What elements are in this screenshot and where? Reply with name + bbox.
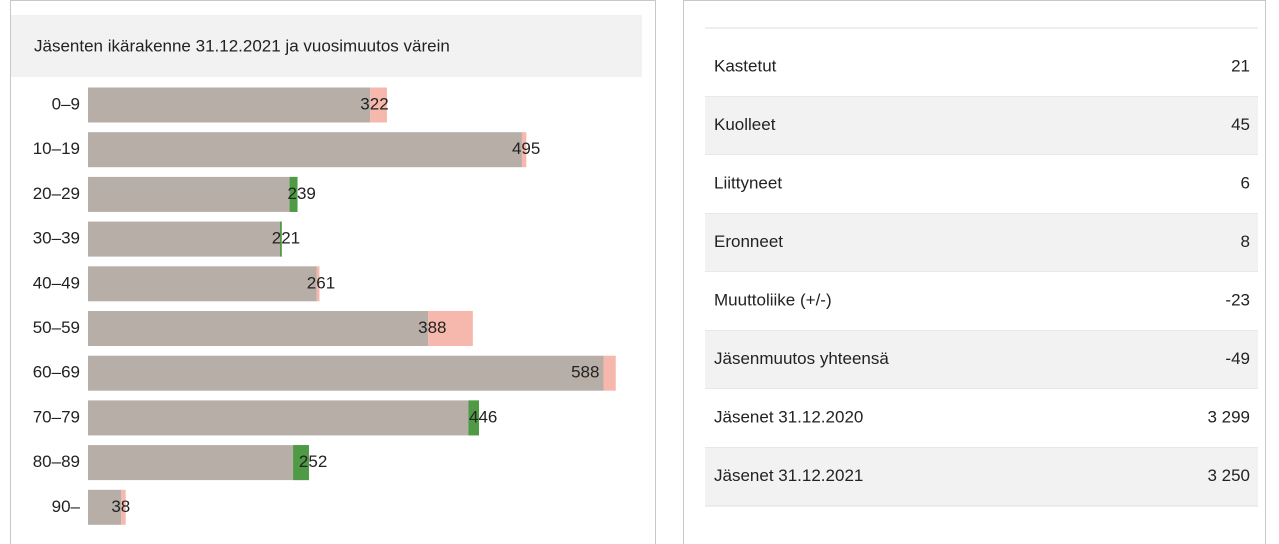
change-bar [121, 489, 126, 525]
change-bar [370, 87, 387, 123]
y-tick-label: 70–79 [33, 407, 80, 426]
row-label: Eronneet [714, 232, 783, 251]
change-bar [293, 445, 309, 481]
row-value: 6 [1241, 174, 1250, 193]
change-bar [279, 221, 282, 257]
change-bar [603, 355, 616, 391]
row-value: -49 [1225, 349, 1250, 368]
row-value: -23 [1225, 291, 1250, 310]
bar [88, 311, 429, 346]
row-label: Kastetut [714, 57, 777, 76]
row-value: 3 250 [1207, 466, 1250, 485]
bar [88, 489, 122, 525]
bar [88, 87, 371, 123]
bar [88, 176, 298, 212]
row-label: Muuttoliike (+/-) [714, 291, 832, 310]
chart-title: Jäsenten ikärakenne 31.12.2021 ja vuosim… [34, 36, 450, 55]
value-label: 388 [418, 318, 446, 337]
row-value: 45 [1231, 115, 1250, 134]
change-bar [428, 311, 473, 346]
value-label: 588 [571, 363, 599, 382]
change-bar [289, 176, 298, 212]
row-value: 3 299 [1207, 408, 1250, 427]
table-row [705, 389, 1258, 448]
y-tick-label: 90– [52, 497, 81, 516]
bar [88, 400, 479, 436]
change-bar [468, 400, 479, 436]
y-tick-label: 60–69 [33, 363, 80, 382]
table-row [705, 155, 1258, 214]
y-tick-label: 50–59 [33, 318, 80, 337]
y-tick-label: 80–89 [33, 452, 80, 471]
bar [88, 355, 604, 391]
y-tick-label: 20–29 [33, 184, 80, 203]
value-label: 495 [512, 139, 540, 158]
y-tick-label: 40–49 [33, 273, 80, 292]
value-label: 252 [299, 452, 327, 471]
table-row [705, 272, 1258, 331]
row-label: Kuolleet [714, 115, 776, 134]
value-label: 38 [111, 497, 130, 516]
bar [88, 445, 309, 481]
row-label: Liittyneet [714, 174, 782, 193]
y-tick-label: 0–9 [52, 94, 80, 113]
value-label: 221 [272, 229, 300, 248]
title-band [11, 15, 642, 77]
row-value: 21 [1231, 57, 1250, 76]
table-panel [683, 0, 1266, 544]
table-row [705, 447, 1258, 506]
row-label: Jäsenet 31.12.2021 [714, 466, 863, 485]
chart-panel [10, 0, 656, 544]
y-tick-label: 30–39 [33, 229, 80, 248]
bar [88, 266, 317, 302]
value-label: 261 [307, 273, 335, 292]
table-row [705, 330, 1258, 389]
table-row [705, 96, 1258, 155]
change-bar [316, 266, 320, 302]
table-row [705, 213, 1258, 272]
row-label: Jäsenmuutos yhteensä [714, 349, 889, 368]
value-label: 239 [288, 184, 316, 203]
row-label: Jäsenet 31.12.2020 [714, 408, 863, 427]
y-tick-label: 10–19 [33, 139, 80, 158]
value-label: 322 [360, 94, 388, 113]
value-label: 446 [469, 407, 497, 426]
bar [88, 132, 522, 168]
change-bar [521, 132, 527, 168]
row-value: 8 [1241, 232, 1250, 251]
bar [88, 221, 282, 257]
table-row [705, 38, 1258, 97]
